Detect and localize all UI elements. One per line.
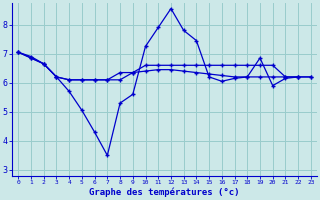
X-axis label: Graphe des températures (°c): Graphe des températures (°c) [89, 188, 240, 197]
